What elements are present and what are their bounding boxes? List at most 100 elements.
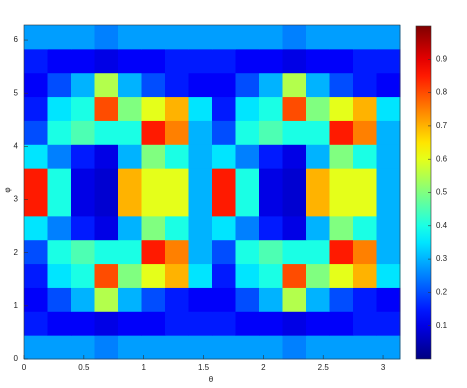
heatmap-cell	[259, 48, 283, 74]
heatmap-cell	[118, 192, 142, 217]
y-tick-label: 6	[14, 35, 19, 44]
heatmap-cell	[282, 72, 307, 98]
heatmap-cell	[118, 263, 142, 288]
colorbar-tick-label: 0.3	[436, 254, 448, 263]
heatmap-cell	[47, 215, 72, 241]
heatmap-cell	[165, 239, 189, 265]
heatmap-cell	[188, 335, 213, 360]
heatmap-cell	[306, 311, 330, 336]
heatmap-cell	[118, 311, 142, 336]
heatmap-cell	[329, 48, 354, 74]
heatmap-cell	[235, 72, 260, 98]
colorbar-tick-label: 0.2	[436, 288, 448, 297]
y-tick-label: 2	[14, 248, 19, 257]
heatmap-cell	[118, 25, 142, 50]
heatmap-cell	[118, 120, 142, 145]
heatmap-cell	[188, 72, 213, 98]
heatmap-cell	[47, 335, 72, 360]
heatmap-cell	[141, 120, 166, 145]
heatmap-cell	[141, 263, 166, 288]
heatmap-cell	[212, 263, 236, 288]
heatmap-cell	[259, 25, 283, 50]
heatmap-cell	[235, 335, 260, 360]
heatmap-cell	[141, 96, 166, 121]
heatmap-cell	[141, 192, 166, 217]
heatmap-cell	[141, 144, 166, 169]
heatmap-cell	[141, 48, 166, 74]
heatmap-cell	[118, 96, 142, 121]
heatmap-cell	[282, 120, 307, 145]
heatmap-cell	[47, 48, 72, 74]
heatmap-cell	[235, 120, 260, 145]
heatmap-cell	[24, 192, 48, 217]
heatmap-cell	[188, 263, 213, 288]
heatmap-cell	[235, 96, 260, 121]
heatmap-cell	[165, 311, 189, 336]
heatmap-cell	[353, 263, 377, 288]
heatmap-cell	[259, 311, 283, 336]
heatmap-cell	[306, 72, 330, 98]
heatmap-cell	[165, 48, 189, 74]
heatmap-cell	[259, 144, 283, 169]
heatmap-cell	[306, 215, 330, 241]
heatmap-cell	[259, 263, 283, 288]
heatmap-cell	[118, 239, 142, 265]
heatmap-cell	[141, 168, 166, 193]
heatmap-cell	[282, 192, 307, 217]
heatmap-cell	[306, 120, 330, 145]
x-tick-label: 2	[261, 363, 266, 372]
heatmap-cell	[329, 287, 354, 312]
heatmap-cell	[376, 144, 401, 169]
heatmap-cell	[306, 263, 330, 288]
heatmap-cell	[353, 120, 377, 145]
heatmap-cell	[282, 25, 307, 50]
colorbar-tick-label: 0.1	[436, 321, 448, 330]
heatmap-cell	[259, 215, 283, 241]
heatmap-cell	[329, 168, 354, 193]
heatmap-cell	[212, 239, 236, 265]
heatmap-cell	[353, 192, 377, 217]
heatmap-cell	[71, 168, 95, 193]
heatmap-cell	[353, 287, 377, 312]
heatmap-cell	[188, 311, 213, 336]
heatmap-cell	[47, 168, 72, 193]
heatmap-cell	[212, 168, 236, 193]
heatmap-cell	[235, 239, 260, 265]
heatmap-cell	[118, 144, 142, 169]
heatmap-cell	[141, 239, 166, 265]
x-tick-label: 1.5	[198, 363, 210, 372]
heatmap-cell	[188, 239, 213, 265]
heatmap-cell	[94, 120, 119, 145]
heatmap-cell	[259, 192, 283, 217]
heatmap-cell	[94, 335, 119, 360]
heatmap-cell	[376, 192, 401, 217]
heatmap-cell	[235, 25, 260, 50]
heatmap-cell	[188, 96, 213, 121]
heatmap-cell	[94, 72, 119, 98]
heatmap-cell	[165, 215, 189, 241]
y-tick-label: 4	[14, 141, 19, 150]
heatmap-cell	[282, 311, 307, 336]
heatmap-cell	[188, 144, 213, 169]
heatmap-cell	[71, 72, 95, 98]
heatmap-cell	[118, 287, 142, 312]
heatmap-cell	[24, 25, 48, 50]
heatmap-cell	[165, 96, 189, 121]
heatmap-cell	[47, 239, 72, 265]
heatmap-cell	[94, 215, 119, 241]
heatmap-cell	[165, 287, 189, 312]
heatmap-cell	[235, 263, 260, 288]
x-tick-label: 3	[381, 363, 386, 372]
heatmap-cell	[47, 25, 72, 50]
heatmap-cell	[188, 48, 213, 74]
heatmap-cell	[71, 48, 95, 74]
heatmap-cell	[376, 215, 401, 241]
colorbar-tick-label: 0.8	[436, 88, 448, 97]
heatmap-cell	[329, 239, 354, 265]
heatmap-cell	[259, 239, 283, 265]
heatmap-cell	[306, 287, 330, 312]
heatmap-cell	[165, 144, 189, 169]
heatmap-cell	[188, 215, 213, 241]
heatmap-cell	[24, 120, 48, 145]
colorbar-tick-label: 0.7	[436, 121, 448, 130]
